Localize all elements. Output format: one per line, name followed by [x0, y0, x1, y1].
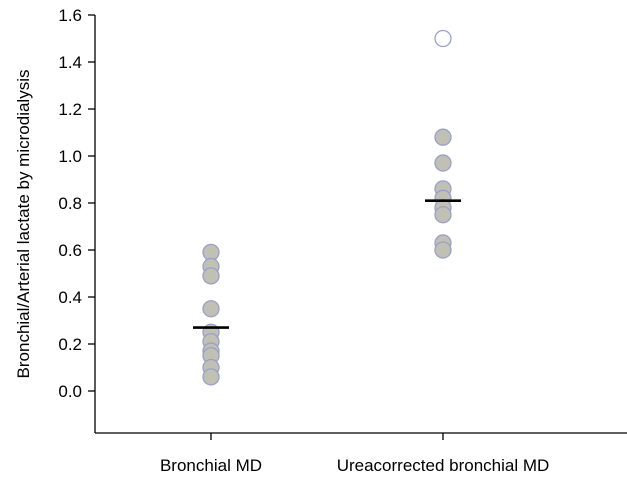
- x-tick-label: Bronchial MD: [160, 456, 262, 475]
- y-tick-label: 1.0: [58, 147, 82, 166]
- y-tick-label: 1.2: [58, 100, 82, 119]
- y-tick-label: 0.2: [58, 335, 82, 354]
- data-point: [202, 300, 220, 318]
- data-point: [434, 241, 452, 259]
- outlier-point: [434, 29, 452, 48]
- data-point: [202, 267, 220, 285]
- data-points: [202, 29, 452, 386]
- data-point: [202, 368, 220, 386]
- y-tick-label: 0.6: [58, 241, 82, 260]
- y-tick-label: 1.4: [58, 53, 82, 72]
- x-ticks: Bronchial MD Ureacorrected bronchial MD: [160, 433, 549, 475]
- y-tick-label: 1.6: [58, 6, 82, 25]
- y-tick-label: 0.4: [58, 288, 82, 307]
- data-point: [434, 128, 452, 146]
- y-axis-label: Bronchial/Arterial lactate by microdialy…: [14, 70, 33, 379]
- median-lines: [193, 199, 461, 329]
- y-tick-label: 0.8: [58, 194, 82, 213]
- y-tick-label: 0.0: [58, 382, 82, 401]
- x-tick-label: Ureacorrected bronchial MD: [337, 456, 550, 475]
- y-ticks: 0.0 0.2 0.4 0.6 0.8 1.0 1.2 1.4 1.6: [58, 6, 95, 401]
- data-point: [434, 154, 452, 172]
- axes: [94, 15, 627, 434]
- data-point: [434, 206, 452, 224]
